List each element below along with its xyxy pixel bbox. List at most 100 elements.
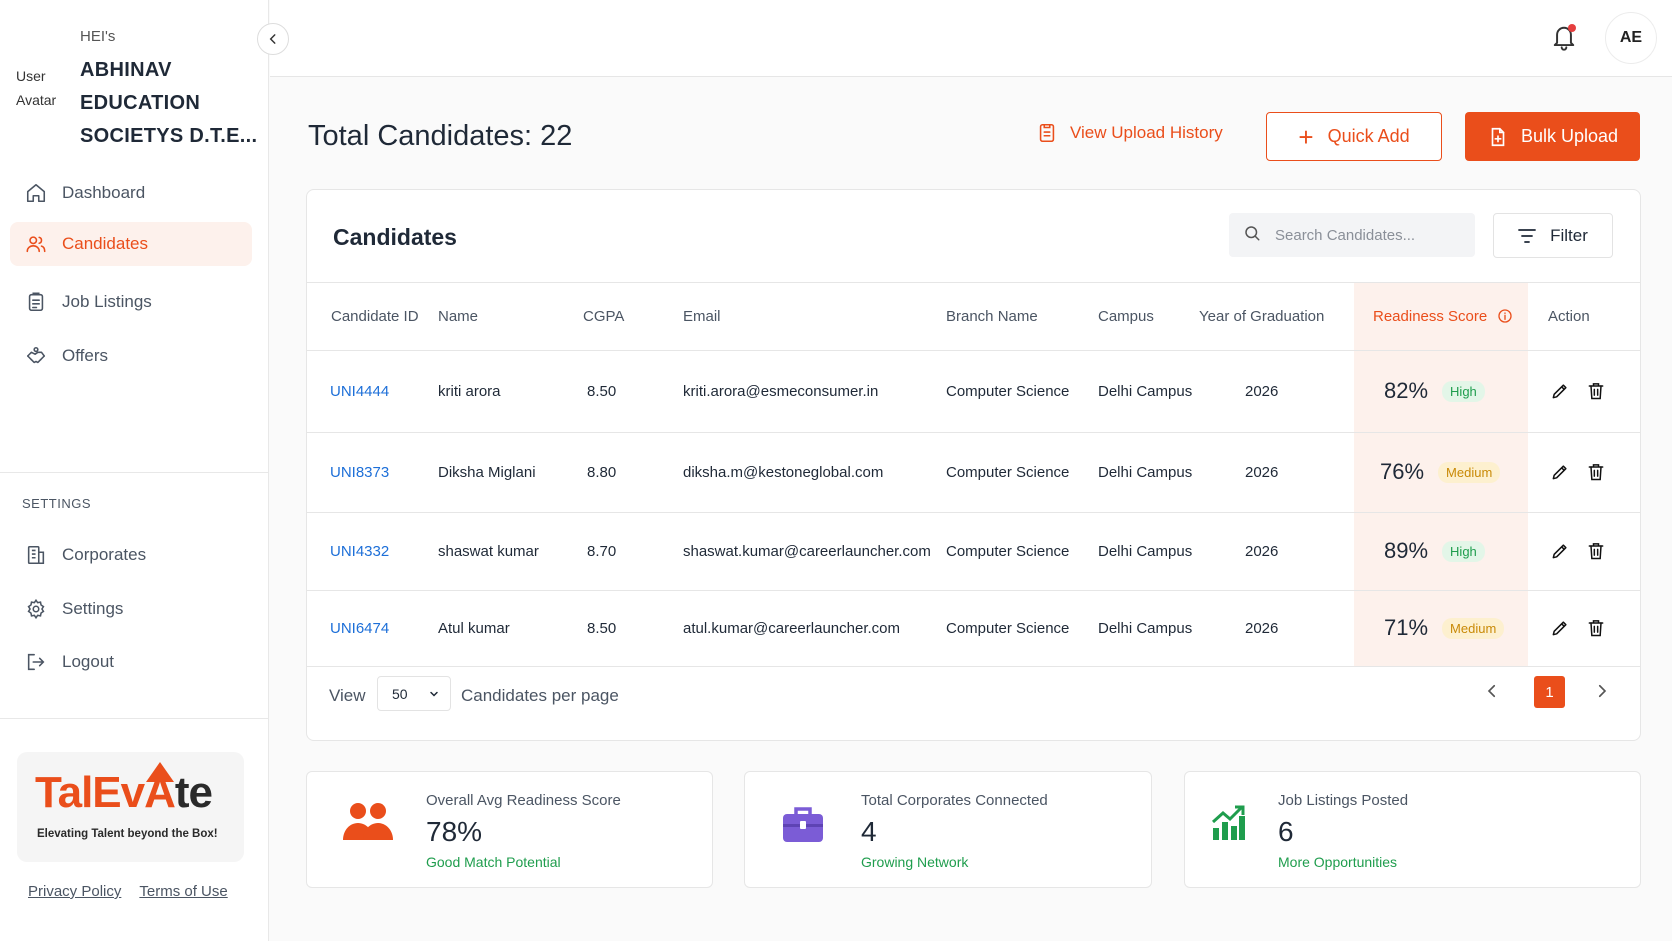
view-upload-history-link[interactable]: View Upload History xyxy=(1036,122,1223,144)
sidebar-item-job-listings[interactable]: Job Listings xyxy=(10,280,252,324)
bulk-upload-button[interactable]: Bulk Upload xyxy=(1465,112,1640,161)
logout-icon xyxy=(24,650,48,674)
readiness-score: 82% xyxy=(1384,378,1429,403)
notification-dot xyxy=(1568,24,1576,32)
search-input[interactable] xyxy=(1275,226,1465,244)
sidebar-item-offers[interactable]: Offers xyxy=(10,334,252,378)
chevron-left-icon xyxy=(1487,684,1496,698)
stat-label: Overall Avg Readiness Score xyxy=(426,792,621,809)
users-icon xyxy=(343,800,393,849)
table-row: UNI8373 Diksha Miglani 8.80 diksha.m@kes… xyxy=(307,432,1640,513)
candidate-id-link[interactable]: UNI4332 xyxy=(330,542,390,560)
sidebar-item-dashboard[interactable]: Dashboard xyxy=(10,171,252,215)
candidate-name: shaswat kumar xyxy=(438,512,583,591)
delete-icon[interactable] xyxy=(1586,541,1606,561)
row-actions xyxy=(1528,590,1640,667)
row-actions xyxy=(1528,512,1640,591)
stat-label: Total Corporates Connected xyxy=(861,792,1048,809)
column-header: Branch Name xyxy=(946,283,1098,351)
org-prefix: HEI's xyxy=(80,28,116,45)
readiness-level-badge: High xyxy=(1442,540,1485,562)
readiness-score: 76% xyxy=(1380,459,1425,484)
delete-icon[interactable] xyxy=(1586,618,1606,638)
gear-icon xyxy=(24,597,48,621)
file-upload-icon xyxy=(1487,126,1509,148)
sidebar-item-label: Logout xyxy=(62,652,114,671)
readiness-score: 89% xyxy=(1384,538,1429,563)
footer-links: Privacy Policy Terms of Use xyxy=(28,883,246,900)
readiness-score-cell: 82% High xyxy=(1354,350,1528,433)
sidebar-divider xyxy=(0,718,269,719)
delete-icon[interactable] xyxy=(1586,462,1606,482)
candidate-email: diksha.m@kestoneglobal.com xyxy=(683,432,946,513)
column-header: Name xyxy=(438,283,583,351)
table-header-row: Candidate ID Name CGPA Email Branch Name… xyxy=(307,283,1640,351)
candidate-name: Atul kumar xyxy=(438,590,583,667)
settings-section-label: SETTINGS xyxy=(22,496,92,511)
sidebar-item-settings[interactable]: Settings xyxy=(10,587,252,631)
users-icon xyxy=(24,232,48,256)
candidate-cgpa: 8.50 xyxy=(583,350,683,433)
previous-page-button[interactable] xyxy=(1483,682,1501,705)
readiness-score-cell: 76% Medium xyxy=(1354,432,1528,513)
info-icon[interactable] xyxy=(1497,308,1513,324)
stat-card-corporates: Total Corporates Connected 4 Growing Net… xyxy=(744,771,1152,888)
candidate-graduation-year: 2026 xyxy=(1199,512,1354,591)
sidebar-item-label: Dashboard xyxy=(62,183,146,202)
building-icon xyxy=(24,543,48,567)
bulk-upload-label: Bulk Upload xyxy=(1520,126,1619,146)
readiness-level-badge: High xyxy=(1442,380,1485,402)
view-upload-history-label: View Upload History xyxy=(1070,123,1223,142)
chevron-right-icon xyxy=(1598,684,1607,698)
sidebar-item-candidates[interactable]: Candidates xyxy=(10,222,252,266)
arrow-up-icon xyxy=(146,762,175,782)
candidate-campus: Delhi Campus xyxy=(1098,512,1199,591)
per-page-select[interactable]: 50 xyxy=(377,676,451,711)
readiness-level-badge: Medium xyxy=(1442,617,1505,639)
column-header: Email xyxy=(683,283,946,351)
candidates-card: Candidates Filter Candidate ID Name CGPA… xyxy=(306,189,1641,741)
user-avatar[interactable]: AE xyxy=(1605,12,1657,64)
candidate-graduation-year: 2026 xyxy=(1199,590,1354,667)
candidate-id-link[interactable]: UNI6474 xyxy=(330,619,390,637)
candidate-email: kriti.arora@esmeconsumer.in xyxy=(683,350,946,433)
candidate-id-link[interactable]: UNI4444 xyxy=(330,382,390,400)
candidate-campus: Delhi Campus xyxy=(1098,590,1199,667)
sidebar-item-logout[interactable]: Logout xyxy=(10,640,252,684)
sidebar-item-corporates[interactable]: Corporates xyxy=(10,533,252,577)
candidate-branch: Computer Science xyxy=(946,350,1098,433)
home-icon xyxy=(24,181,48,205)
edit-icon[interactable] xyxy=(1550,541,1570,561)
quick-add-button[interactable]: + Quick Add xyxy=(1266,112,1442,161)
talevate-logo: TalEvA te Elevating Talent beyond the Box… xyxy=(17,752,244,862)
stat-value: 4 xyxy=(861,816,877,847)
quick-add-label: Quick Add xyxy=(1327,126,1410,146)
row-actions xyxy=(1528,350,1640,433)
stat-value: 6 xyxy=(1278,816,1294,847)
readiness-score: 71% xyxy=(1384,615,1429,640)
privacy-policy-link[interactable]: Privacy Policy xyxy=(28,883,122,900)
candidate-branch: Computer Science xyxy=(946,590,1098,667)
page-number-button[interactable]: 1 xyxy=(1534,676,1565,708)
search-box xyxy=(1229,213,1475,257)
sidebar-collapse-button[interactable] xyxy=(257,23,289,55)
column-header: Year of Graduation xyxy=(1199,283,1354,351)
table-row: UNI4444 kriti arora 8.50 kriti.arora@esm… xyxy=(307,350,1640,433)
edit-icon[interactable] xyxy=(1550,381,1570,401)
candidates-title: Candidates xyxy=(333,224,457,250)
notification-bell-icon[interactable] xyxy=(1550,22,1578,52)
terms-of-use-link[interactable]: Terms of Use xyxy=(139,883,228,900)
filter-button[interactable]: Filter xyxy=(1493,213,1613,258)
column-header: Candidate ID xyxy=(307,283,438,351)
view-label: View xyxy=(329,686,366,705)
next-page-button[interactable] xyxy=(1593,682,1611,705)
delete-icon[interactable] xyxy=(1586,381,1606,401)
candidate-id-link[interactable]: UNI8373 xyxy=(330,463,390,481)
sidebar-item-label: Settings xyxy=(62,599,124,618)
clipboard-icon xyxy=(24,290,48,314)
edit-icon[interactable] xyxy=(1550,618,1570,638)
org-name: ABHINAV EDUCATION SOCIETYS D.T.E... xyxy=(80,59,258,147)
org-header: User Avatar HEI's ABHINAV EDUCATION SOCI… xyxy=(0,0,269,160)
sidebar-item-label: Corporates xyxy=(62,545,147,564)
edit-icon[interactable] xyxy=(1550,462,1570,482)
